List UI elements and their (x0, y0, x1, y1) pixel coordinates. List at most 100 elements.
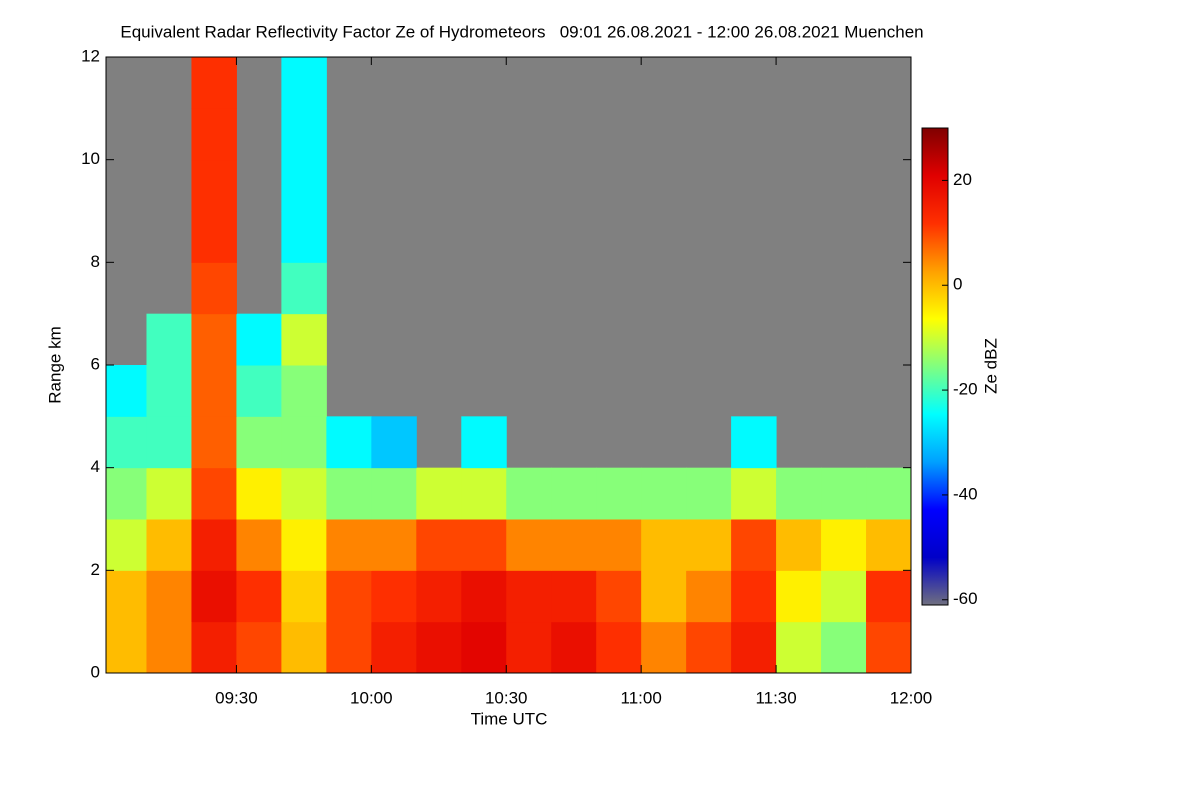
heatmap-cell (866, 519, 911, 571)
heatmap-cell (506, 467, 552, 520)
heatmap-cell (506, 519, 552, 571)
heatmap-cell (641, 621, 687, 673)
heatmap-cell (236, 570, 282, 623)
heatmap-cell (596, 570, 642, 623)
heatmap-cell (236, 416, 282, 469)
heatmap-cell (146, 621, 192, 673)
heatmap-cell (821, 621, 867, 673)
x-tick-label: 10:00 (350, 688, 393, 707)
y-tick-label: 6 (91, 354, 100, 373)
y-tick-label: 12 (81, 46, 100, 65)
heatmap-cell (596, 519, 642, 571)
heatmap-cell (776, 621, 822, 673)
heatmap-cell (146, 313, 192, 366)
heatmap-cell (281, 211, 327, 263)
x-tick-label: 10:30 (485, 688, 528, 707)
heatmap-cell (461, 519, 507, 571)
heatmap-cell (596, 621, 642, 673)
heatmap-cell (416, 519, 462, 571)
heatmap-cell (371, 416, 417, 469)
colorbar-tick-label: -40 (953, 484, 978, 503)
heatmap-cell (106, 519, 147, 571)
heatmap-cell (416, 621, 462, 673)
heatmap-cell (821, 570, 867, 623)
x-axis-label: Time UTC (471, 709, 548, 728)
heatmap-cell (551, 467, 597, 520)
heatmap-cell (776, 467, 822, 520)
heatmap-cell (776, 519, 822, 571)
x-tick-label: 11:00 (621, 688, 662, 707)
y-tick-label: 8 (91, 252, 100, 271)
heatmap-cell (236, 621, 282, 673)
y-tick-label: 2 (91, 560, 100, 579)
heatmap-cell (416, 467, 462, 520)
heatmap-cell (641, 519, 687, 571)
heatmap-cell (461, 467, 507, 520)
chart-title: Equivalent Radar Reflectivity Factor Ze … (120, 22, 923, 41)
heatmap-cell (146, 570, 192, 623)
heatmap-cell (146, 416, 192, 469)
y-tick-label: 10 (81, 149, 100, 168)
x-tick-label: 12:00 (890, 688, 933, 707)
heatmap-cell (281, 57, 327, 109)
x-tick-label: 11:30 (755, 688, 796, 707)
heatmap-cell (106, 467, 147, 520)
heatmap-cell (821, 467, 867, 520)
heatmap-cell (236, 365, 282, 417)
y-axis-label: Range km (45, 326, 64, 403)
heatmap-cell (326, 416, 372, 469)
heatmap-cell (106, 570, 147, 623)
heatmap-cell (551, 570, 597, 623)
heatmap-cell (281, 467, 327, 520)
heatmap-cell (821, 519, 867, 571)
heatmap-cell (146, 519, 192, 571)
colorbar-tick-label: 0 (953, 275, 962, 294)
heatmap-cell (281, 570, 327, 623)
heatmap-cell (281, 621, 327, 673)
heatmap-cell (281, 159, 327, 212)
heatmap-cell (731, 416, 777, 469)
heatmap-cell (191, 211, 237, 263)
heatmap-cell (731, 519, 777, 571)
heatmap-cell (191, 621, 237, 673)
heatmap-cell (106, 416, 147, 469)
heatmap-cell (281, 416, 327, 469)
heatmap-cell (686, 621, 732, 673)
heatmap-cell (191, 519, 237, 571)
heatmap-cell (506, 570, 552, 623)
heatmap-cell (191, 570, 237, 623)
heatmap (106, 57, 911, 673)
heatmap-cell (281, 262, 327, 315)
heatmap-cell (686, 519, 732, 571)
heatmap-cell (641, 570, 687, 623)
heatmap-cell (731, 621, 777, 673)
heatmap-cell (106, 621, 147, 673)
heatmap-cell (281, 313, 327, 366)
heatmap-cell (731, 570, 777, 623)
heatmap-cell (191, 365, 237, 417)
heatmap-cell (551, 519, 597, 571)
heatmap-cell (416, 570, 462, 623)
heatmap-cell (461, 621, 507, 673)
heatmap-cell (146, 365, 192, 417)
heatmap-cell (281, 365, 327, 417)
x-tick-label: 09:30 (215, 688, 258, 707)
heatmap-cell (191, 262, 237, 315)
heatmap-cell (461, 570, 507, 623)
heatmap-cell (146, 467, 192, 520)
heatmap-cell (281, 108, 327, 161)
heatmap-cell (191, 159, 237, 212)
colorbar (921, 127, 949, 606)
colorbar-tick-label: -20 (953, 380, 978, 399)
heatmap-cell (686, 467, 732, 520)
colorbar-tick-label: -60 (953, 589, 978, 608)
y-tick-label: 4 (91, 457, 100, 476)
heatmap-cell (236, 313, 282, 366)
heatmap-cell (371, 570, 417, 623)
heatmap-cell (776, 570, 822, 623)
heatmap-cell (551, 621, 597, 673)
heatmap-cell (326, 467, 372, 520)
heatmap-cell (461, 416, 507, 469)
colorbar-tick-label: 20 (953, 170, 972, 189)
heatmap-cell (641, 467, 687, 520)
